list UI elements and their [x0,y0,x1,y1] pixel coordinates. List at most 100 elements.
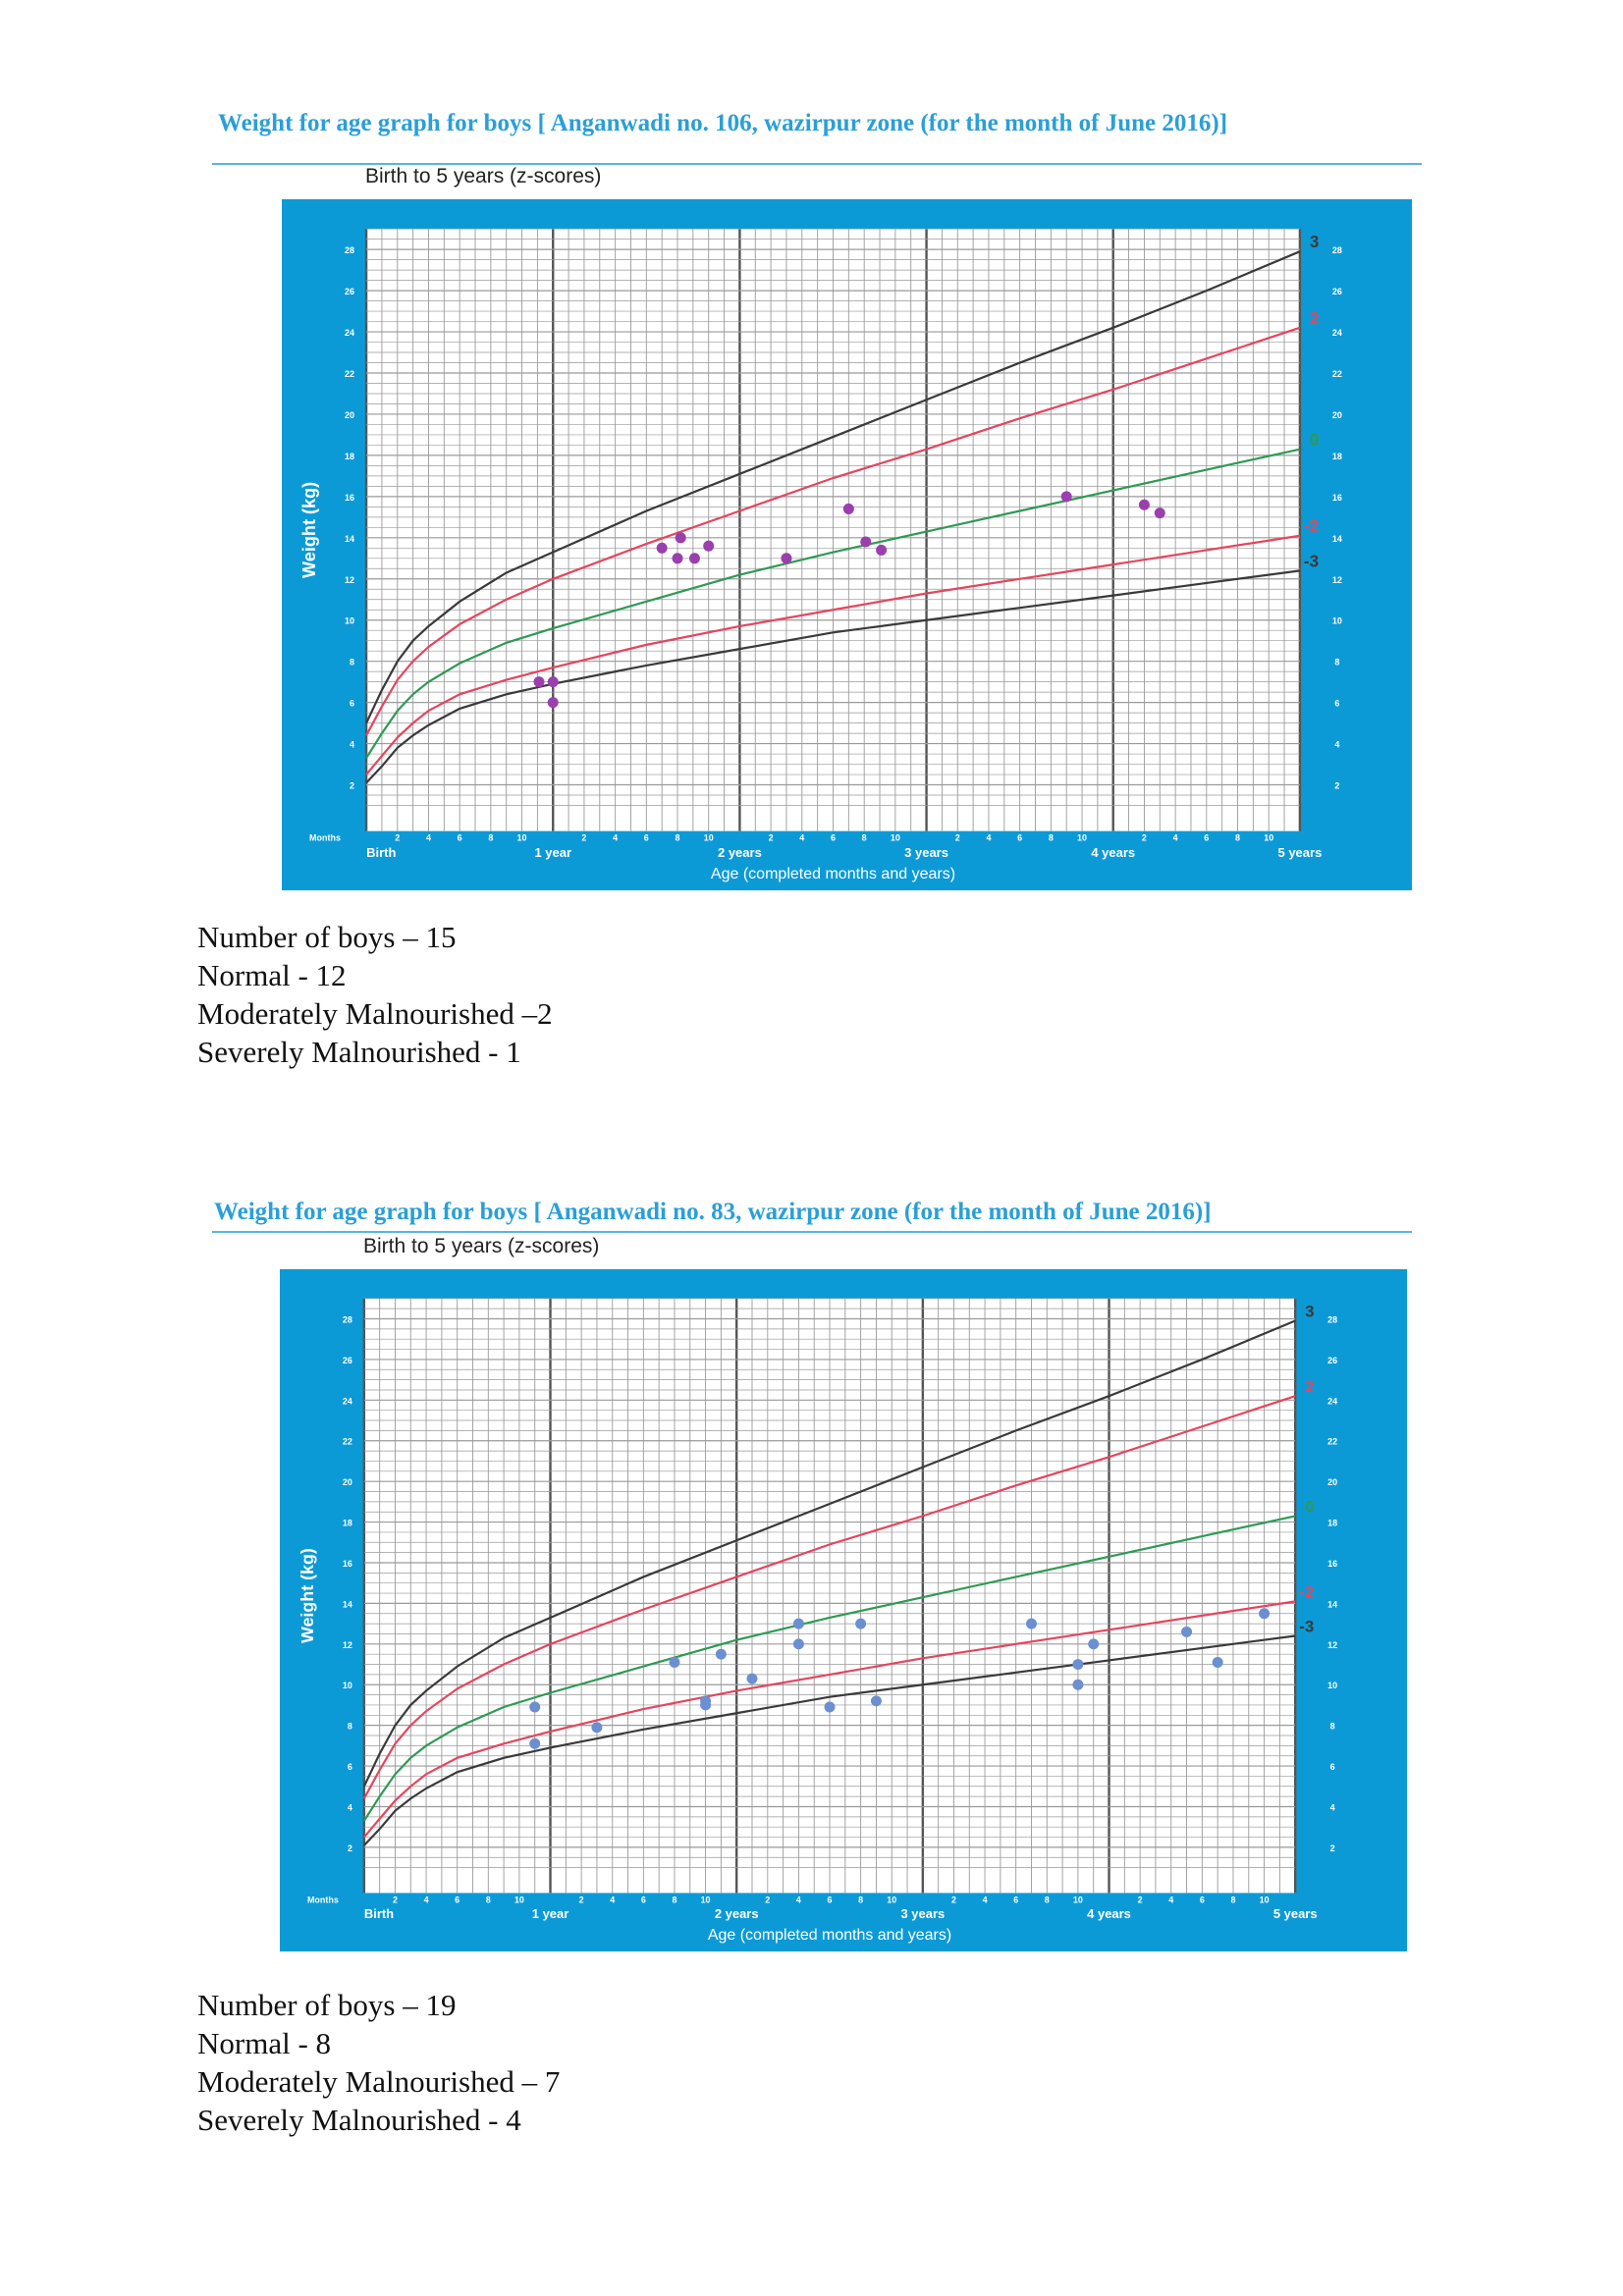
z-score-curve-2 [362,1395,1296,1799]
y-axis-title: Weight (kg) [299,482,319,578]
y-tick-label: 2 [348,1843,352,1853]
data-point [824,1701,836,1713]
y-tick-label: 22 [343,1437,352,1447]
summary-total: Number of boys – 15 [197,920,457,954]
x-months-label: Months [309,833,341,843]
x-minor-label: 8 [672,1895,676,1904]
y-tick-label: 16 [1332,493,1342,503]
x-minor-label: 10 [704,833,714,843]
x-months-label: Months [307,1895,339,1904]
data-point [715,1648,727,1660]
x-minor-label: 2 [951,1895,956,1904]
x-minor-label: 2 [393,1895,398,1904]
z-score-label: -2 [1304,517,1319,536]
data-point [1072,1679,1084,1690]
x-minor-label: 6 [828,1895,833,1904]
y-tick-label: 4 [1334,740,1339,750]
y-tick-label: 28 [345,245,354,255]
x-minor-label: 2 [1142,833,1147,843]
z-score-label: 2 [1310,309,1319,328]
z-score-label: 3 [1310,233,1319,251]
x-minor-label: 10 [1264,833,1273,843]
z-score-curve-2 [365,326,1301,736]
y-tick-label: 8 [1334,658,1339,667]
data-point [1181,1626,1193,1637]
x-minor-label: 2 [1138,1895,1143,1904]
data-point [688,553,700,564]
y-tick-label: 16 [345,493,354,503]
x-minor-label: 10 [1073,1895,1083,1904]
x-minor-label: 2 [955,833,960,843]
y-tick-label: 4 [350,740,354,750]
y-tick-label: 8 [350,658,354,667]
x-minor-label: 4 [610,1895,615,1904]
x-minor-label: 10 [891,833,900,843]
x-minor-label: 4 [796,1895,801,1904]
y-tick-label: 2 [1334,781,1339,791]
summary-normal: Normal - 8 [197,2026,332,2060]
x-minor-label: 2 [769,833,774,843]
data-point [529,1737,541,1749]
summary-block: Number of boys – 15 Normal - 12 Moderate… [197,918,553,1071]
y-tick-label: 18 [343,1519,352,1528]
y-tick-label: 20 [343,1477,352,1487]
data-point [792,1638,804,1650]
summary-normal: Normal - 12 [197,958,347,992]
x-minor-label: 2 [579,1895,584,1904]
title-divider [212,1231,1412,1233]
y-tick-label: 20 [345,410,354,420]
z-score-label: -3 [1299,1618,1314,1636]
x-minor-label: 4 [986,833,991,843]
data-point [675,532,686,544]
y-tick-label: 16 [1327,1559,1337,1569]
z-score-label: 0 [1310,431,1319,450]
data-point [1259,1608,1271,1620]
data-point [533,676,545,688]
x-axis-title: Age (completed months and years) [711,865,955,882]
y-tick-label: 12 [343,1640,352,1650]
y-tick-label: 14 [343,1599,352,1609]
x-minor-label: 8 [1230,1895,1235,1904]
data-point [547,676,559,688]
data-point [1154,507,1165,519]
x-minor-label: 8 [676,833,680,843]
x-minor-label: 8 [1235,833,1240,843]
y-axis-title: Weight (kg) [298,1548,317,1643]
chart-subtitle: Birth to 5 years (z-scores) [363,1235,600,1257]
y-tick-label: 2 [350,781,354,791]
data-point [870,1695,882,1707]
y-tick-label: 24 [345,328,354,338]
x-minor-label: 4 [424,1895,429,1904]
data-point [547,697,559,709]
y-tick-label: 24 [1327,1396,1337,1406]
x-major-label: Birth [366,845,396,860]
x-minor-label: 2 [581,833,586,843]
data-point [746,1673,758,1684]
x-minor-label: 8 [486,1895,491,1904]
x-major-label: 2 years [715,1906,759,1921]
grid [362,1298,1297,1894]
z-score-label: 2 [1305,1377,1314,1396]
x-minor-label: 4 [983,1895,988,1904]
x-minor-label: 10 [514,1895,524,1904]
data-point [1060,491,1072,503]
z-score-label: 3 [1305,1303,1314,1321]
chart-title: Weight for age graph for boys [ Anganwad… [214,1199,1212,1225]
y-tick-label: 26 [1327,1356,1337,1365]
y-tick-label: 26 [1332,287,1342,296]
x-minor-label: 4 [1173,833,1178,843]
data-point [1138,499,1150,510]
y-tick-label: 28 [1332,245,1342,255]
x-major-label: 4 years [1087,1906,1131,1921]
z-score-curve--3 [365,569,1301,784]
y-tick-label: 6 [350,699,354,709]
y-tick-label: 6 [1330,1762,1335,1772]
x-major-label: 2 years [718,845,762,860]
summary-total: Number of boys – 19 [197,1988,457,2022]
data-point [842,503,854,514]
x-major-label: 3 years [904,845,948,860]
z-score-curve-3 [365,250,1301,724]
x-minor-label: 10 [1260,1895,1270,1904]
